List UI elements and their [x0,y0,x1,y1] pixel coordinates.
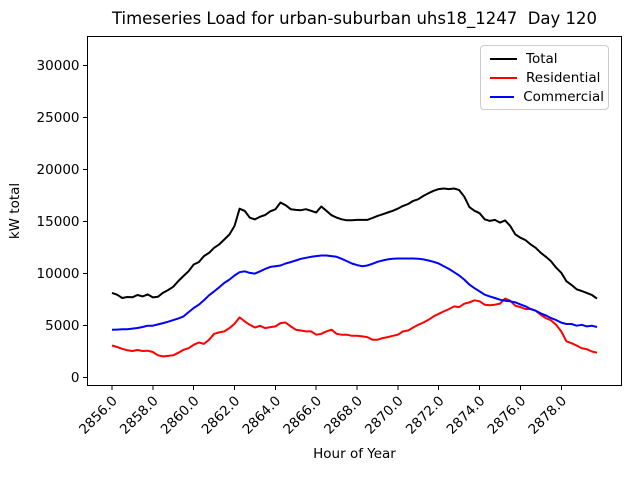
chart-title: Timeseries Load for urban-suburban uhs18… [111,9,598,28]
x-tick-label: 2862.0 [199,393,244,438]
legend-item-commercial: Commercial [490,89,604,105]
total-line [111,187,598,300]
x-tick-label: 2868.0 [321,393,366,438]
x-tick-label: 2874.0 [444,393,489,438]
legend-line-swatch [490,57,517,60]
commercial-line [111,254,598,331]
legend-label: Residential [526,69,601,86]
legend: Total Residential Commercial [480,45,609,110]
legend-item-residential: Residential [490,70,604,86]
x-tick-label: 2858.0 [117,393,162,438]
y-tick-label: 10000 [37,266,80,282]
y-tick-label: 0 [71,370,80,386]
legend-item-total: Total [490,51,604,67]
y-tick-label: 25000 [37,110,80,126]
x-tick-label: 2860.0 [158,393,203,438]
y-tick-label: 30000 [37,58,80,74]
y-tick-label: 20000 [37,162,80,178]
legend-label: Total [526,50,558,67]
x-axis-label: Hour of Year [313,446,396,462]
residential-line [111,297,598,358]
x-tick-label: 2864.0 [239,393,284,438]
y-tick-label: 5000 [45,318,79,334]
plot-spines [87,36,622,386]
x-tick-label: 2878.0 [525,393,570,438]
x-tick-label: 2872.0 [403,393,448,438]
legend-line-swatch [490,95,515,98]
x-tick-label: 2866.0 [280,393,325,438]
y-tick-label: 15000 [37,214,80,230]
x-tick-label: 2870.0 [362,393,407,438]
legend-label: Commercial [523,88,604,105]
y-axis-label: kW total [7,182,23,240]
x-tick-label: 2876.0 [485,393,530,438]
x-tick-label: 2856.0 [76,393,121,438]
legend-line-swatch [490,76,517,79]
